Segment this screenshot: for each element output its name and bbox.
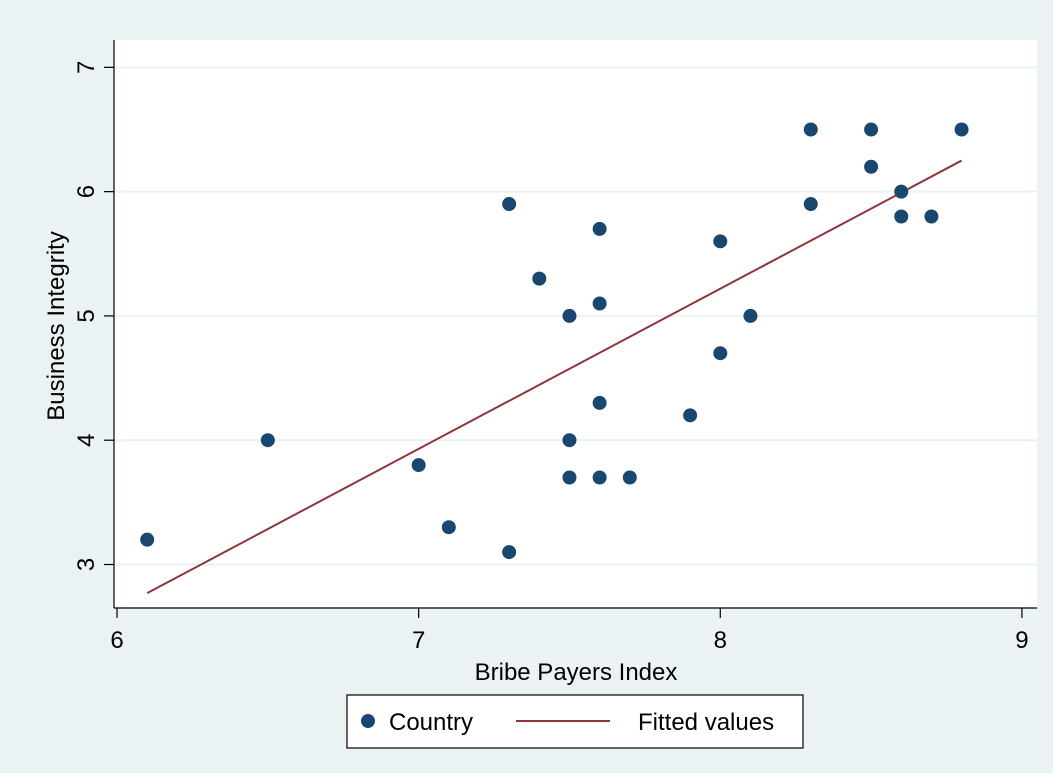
country-point: [713, 346, 728, 361]
ticks: 3 4 5 6 7 6 7 8 9: [73, 61, 1029, 654]
x-tick-label: 6: [110, 627, 123, 654]
country-point: [713, 234, 728, 249]
country-point: [954, 122, 969, 137]
fitted-values-line: [146, 159, 963, 594]
legend: Country Fitted values: [346, 694, 804, 749]
country-point: [743, 308, 758, 323]
country-point: [864, 122, 879, 137]
country-point: [532, 271, 547, 286]
country-point: [894, 209, 909, 224]
y-axis-label: Business Integrity: [43, 231, 70, 420]
country-point: [562, 433, 577, 448]
country-point: [562, 308, 577, 323]
country-point: [140, 532, 155, 547]
country-point: [592, 470, 607, 485]
country-point: [683, 408, 698, 423]
country-point: [441, 520, 456, 535]
country-point: [592, 395, 607, 410]
legend-label-country: Country: [389, 709, 473, 736]
x-axis-label: Bribe Payers Index: [475, 659, 678, 686]
series: [140, 122, 969, 594]
country-point: [562, 470, 577, 485]
y-tick-label: 7: [73, 61, 100, 74]
legend-marker-country: [361, 714, 375, 728]
y-tick-label: 3: [73, 558, 100, 571]
country-point: [864, 159, 879, 174]
country-point: [502, 545, 517, 560]
country-point: [260, 433, 275, 448]
country-point: [592, 296, 607, 311]
country-point: [803, 197, 818, 212]
y-tick-label: 6: [73, 185, 100, 198]
legend-label-fitted-values: Fitted values: [638, 709, 774, 736]
axes: [113, 40, 1037, 609]
y-tick-label: 5: [73, 309, 100, 322]
country-point: [502, 197, 517, 212]
country-point: [803, 122, 818, 137]
x-tick-label: 8: [714, 627, 727, 654]
country-point: [411, 458, 426, 473]
country-point: [592, 221, 607, 236]
country-point: [894, 184, 909, 199]
country-point: [924, 209, 939, 224]
country-point: [622, 470, 637, 485]
plot-area: [114, 40, 1037, 608]
x-tick-label: 9: [1015, 627, 1028, 654]
y-tick-label: 4: [73, 434, 100, 447]
x-tick-label: 7: [412, 627, 425, 654]
